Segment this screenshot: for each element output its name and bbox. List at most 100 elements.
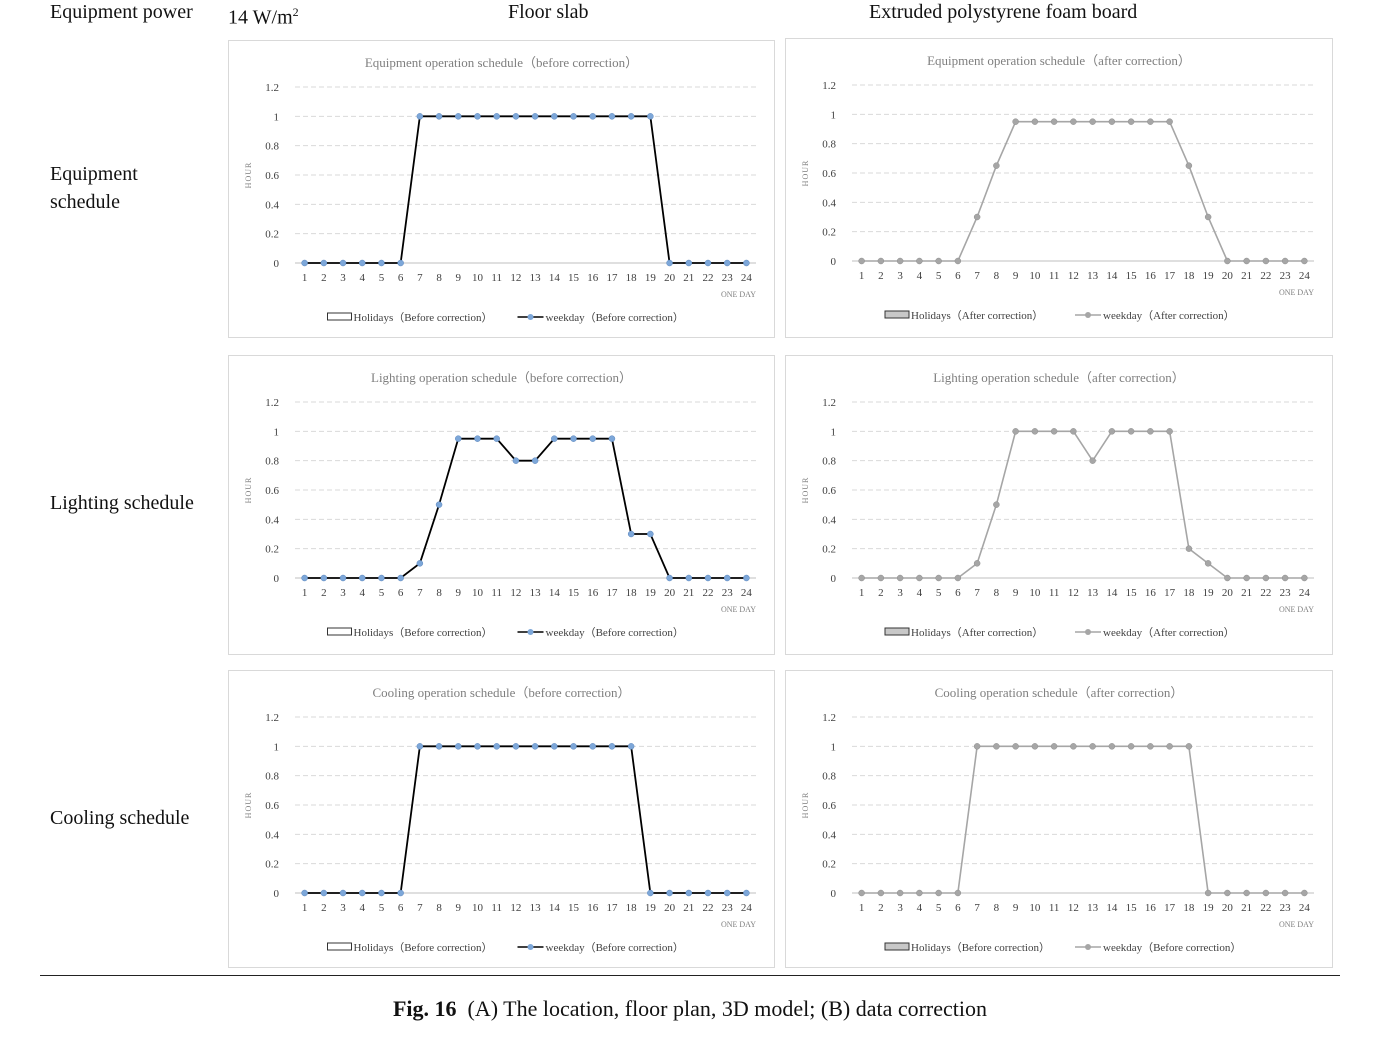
data-point <box>378 574 385 582</box>
data-point <box>531 113 539 120</box>
x-tick-label: 7 <box>974 270 980 282</box>
data-point <box>1281 257 1289 265</box>
y-tick-label: 0.8 <box>265 771 279 783</box>
data-point <box>589 113 596 120</box>
data-point <box>916 574 923 582</box>
x-tick-label: 23 <box>1280 587 1292 599</box>
data-point <box>877 257 885 265</box>
legend-holidays-label: Holidays（Before correction） <box>354 941 493 954</box>
legend-weekday-marker <box>1085 312 1091 318</box>
data-point <box>397 574 404 582</box>
x-tick-label: 19 <box>645 587 657 599</box>
x-axis-label: ONE DAY <box>1279 288 1314 297</box>
x-tick-label: 22 <box>1260 270 1271 282</box>
data-point <box>512 743 520 750</box>
data-point <box>973 213 981 221</box>
data-point <box>1031 743 1039 750</box>
x-tick-label: 10 <box>1029 902 1041 914</box>
data-point <box>954 257 962 265</box>
x-axis-label: ONE DAY <box>721 920 756 929</box>
x-tick-label: 3 <box>340 902 346 914</box>
data-point <box>973 743 981 750</box>
x-tick-label: 20 <box>1222 902 1234 914</box>
data-point <box>858 257 865 265</box>
x-tick-label: 12 <box>1068 270 1079 282</box>
x-tick-label: 20 <box>1222 270 1234 282</box>
data-point <box>916 257 923 265</box>
y-tick-label: 0.2 <box>822 227 836 239</box>
x-tick-label: 5 <box>936 587 942 599</box>
data-point <box>397 889 404 897</box>
y-tick-label: 0.6 <box>822 168 836 180</box>
y-tick-label: 0.8 <box>822 771 836 783</box>
x-axis-label: ONE DAY <box>1279 605 1314 614</box>
chart-title: Lighting operation schedule（after correc… <box>933 370 1185 385</box>
data-point <box>896 257 904 265</box>
x-tick-label: 1 <box>302 902 308 914</box>
data-point <box>954 889 962 897</box>
x-tick-label: 4 <box>359 902 365 914</box>
chart-panel-cooling-before: Cooling operation schedule（before correc… <box>228 670 775 968</box>
data-point <box>685 259 693 267</box>
x-tick-label: 24 <box>1299 902 1311 914</box>
x-tick-label: 13 <box>1087 270 1099 282</box>
legend-holidays-swatch <box>884 627 910 636</box>
y-tick-label: 1 <box>831 741 837 753</box>
legend-weekday-label: weekday（After correction） <box>1103 309 1235 322</box>
y-tick-label: 0 <box>274 258 280 270</box>
legend-weekday-marker <box>1085 629 1091 635</box>
legend-weekday-label: weekday（Before correction） <box>546 311 684 324</box>
data-point <box>1166 118 1173 125</box>
x-tick-label: 15 <box>568 272 580 284</box>
legend-holidays-label: Holidays（After correction） <box>911 309 1043 322</box>
data-point <box>301 889 308 897</box>
x-tick-label: 18 <box>626 272 638 284</box>
series-line <box>861 430 1305 579</box>
y-tick-label: 0.8 <box>265 141 279 153</box>
x-tick-label: 19 <box>1203 587 1215 599</box>
legend-weekday-label: weekday（Before correction） <box>546 626 684 639</box>
x-tick-label: 16 <box>587 272 599 284</box>
x-tick-label: 18 <box>1183 587 1195 599</box>
data-point <box>455 113 462 120</box>
legend-weekday-marker <box>527 314 534 320</box>
legend-holidays-swatch <box>327 627 352 636</box>
data-point <box>993 501 1000 508</box>
data-point <box>339 889 347 897</box>
data-point <box>320 259 328 267</box>
legend-weekday-marker <box>527 944 534 950</box>
data-point <box>455 435 462 442</box>
y-tick-label: 0.8 <box>822 139 836 151</box>
data-point <box>1127 428 1135 435</box>
legend-weekday-marker <box>527 629 534 635</box>
x-tick-label: 8 <box>994 270 1000 282</box>
data-point <box>935 889 942 897</box>
data-point <box>858 574 865 582</box>
figure-number: Fig. 16 <box>392 996 457 1021</box>
data-point <box>1262 889 1270 897</box>
x-tick-label: 22 <box>702 587 713 599</box>
data-point <box>1185 743 1193 750</box>
column-header-xps-board: Extruded polystyrene foam board <box>869 1 1138 23</box>
y-tick-label: 0.4 <box>822 829 836 841</box>
legend-weekday-label: weekday（After correction） <box>1103 626 1235 639</box>
row-label-equipment: Equipment schedule <box>50 160 138 216</box>
x-tick-label: 12 <box>1068 587 1079 599</box>
y-tick-label: 1.2 <box>265 397 279 409</box>
y-tick-label: 0.2 <box>265 859 279 871</box>
x-tick-label: 20 <box>1222 587 1234 599</box>
chart-lighting-after: Lighting operation schedule（after correc… <box>801 370 1314 639</box>
data-point <box>1204 889 1212 897</box>
data-point <box>339 574 347 582</box>
data-point <box>1031 118 1039 125</box>
data-point <box>1243 889 1250 897</box>
x-tick-label: 24 <box>741 902 753 914</box>
data-point <box>474 743 481 750</box>
x-tick-label: 8 <box>994 902 1000 914</box>
equipment-power-value: 14 W/m2 <box>228 0 299 30</box>
data-point <box>647 113 654 120</box>
legend-holidays-swatch <box>327 942 352 951</box>
data-point <box>1224 574 1231 582</box>
data-point <box>435 113 443 120</box>
data-point <box>1224 257 1231 265</box>
